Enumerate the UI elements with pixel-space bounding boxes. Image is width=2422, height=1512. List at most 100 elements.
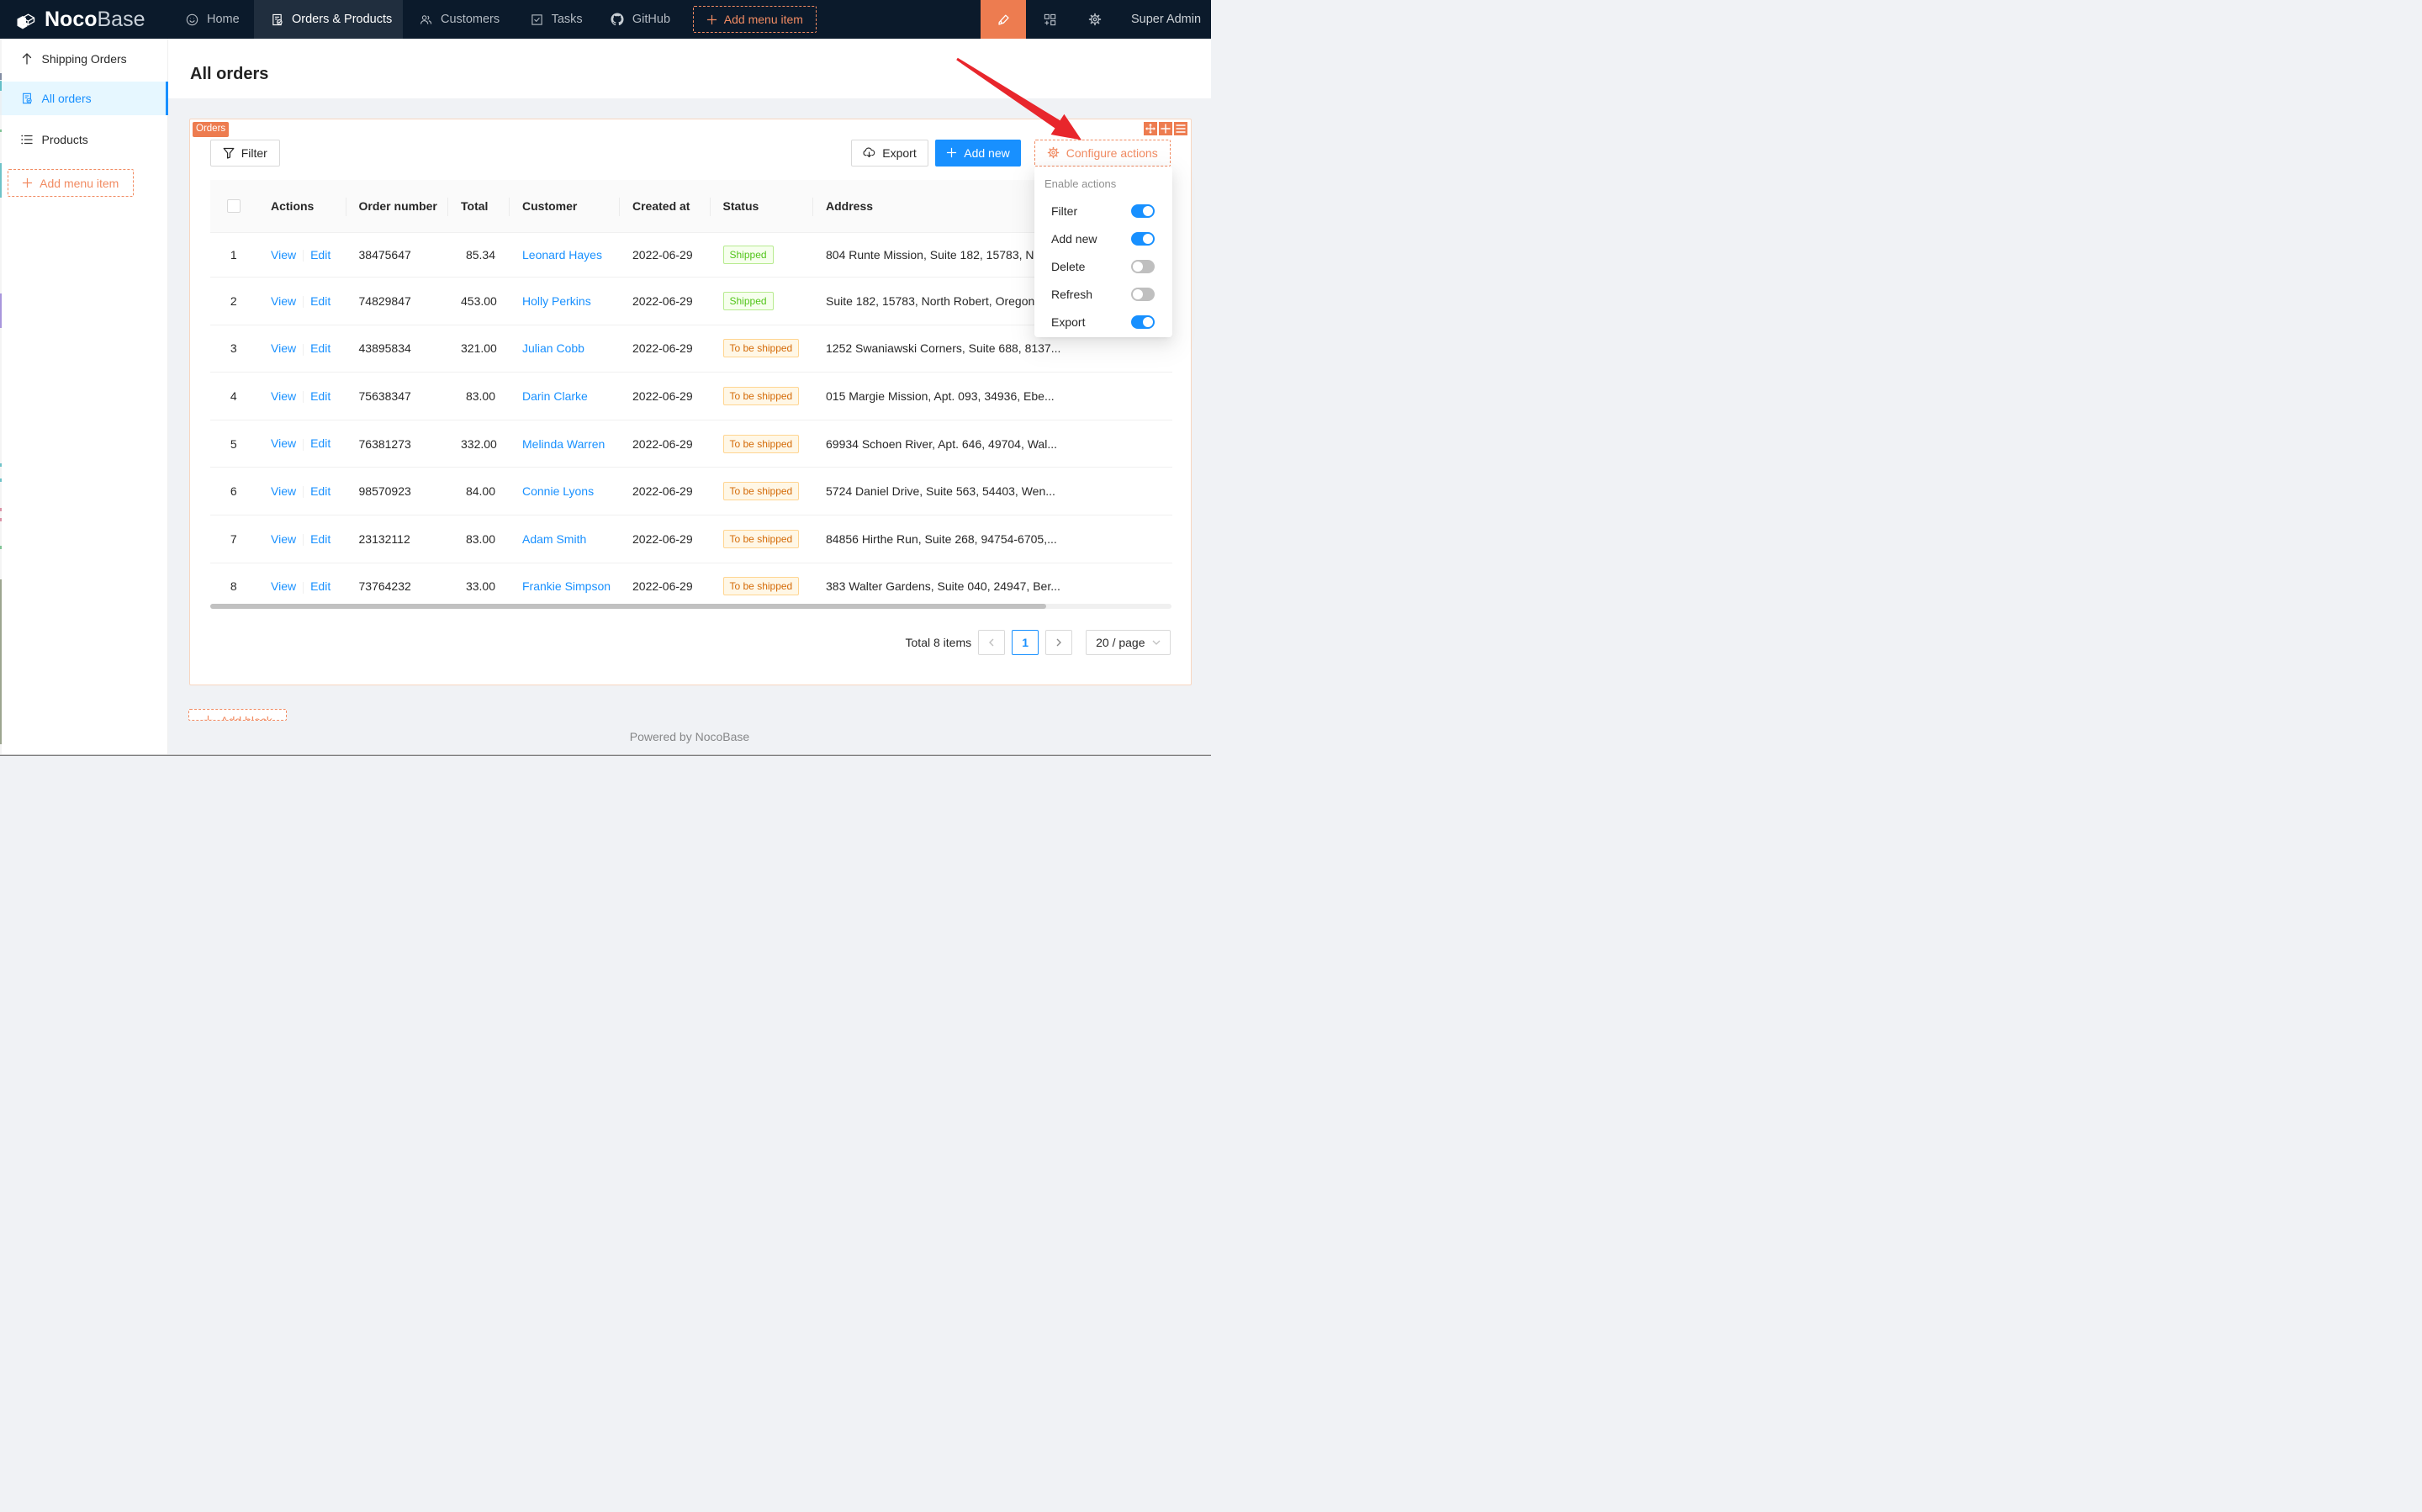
pagination: Total 8 items 1 20 / page (906, 629, 1171, 656)
configure-actions-label: Configure actions (1066, 145, 1158, 160)
dropdown-item-label: Delete (1051, 259, 1086, 273)
column-header-created-at: Created at (619, 180, 710, 234)
pagination-next-button[interactable] (1045, 630, 1073, 655)
edit-link[interactable]: Edit (310, 293, 331, 308)
view-link[interactable]: View (271, 341, 297, 356)
row-customer: Adam Smith (509, 532, 619, 546)
sidebar-item-all-orders[interactable]: All orders (0, 81, 168, 115)
toggle-knob (1133, 288, 1143, 299)
view-link[interactable]: View (271, 389, 297, 403)
edit-link[interactable]: Edit (310, 436, 331, 451)
dropdown-menu-item[interactable]: Filter (1034, 197, 1172, 225)
add-block-button[interactable]: Add block (188, 709, 287, 721)
toggle-switch[interactable] (1131, 287, 1155, 301)
nocobase-logo-text: NocoBase (45, 8, 145, 32)
row-actions: View Edit (257, 436, 346, 451)
toggle-switch[interactable] (1131, 315, 1155, 329)
toggle-switch[interactable] (1131, 231, 1155, 246)
view-link[interactable]: View (271, 579, 297, 594)
sidebar: Shipping Orders All orders Products Add … (0, 39, 168, 756)
gear-icon (1047, 146, 1060, 159)
row-order-number: 74829847 (358, 293, 411, 308)
view-link[interactable]: View (271, 247, 297, 262)
customer-link[interactable]: Frankie Simpson (522, 579, 611, 594)
add-block-label: Add block (220, 713, 272, 721)
edit-link[interactable]: Edit (310, 341, 331, 356)
edit-link[interactable]: Edit (310, 247, 331, 262)
edit-link[interactable]: Edit (310, 579, 331, 594)
dropdown-menu-item[interactable]: Export (1034, 308, 1172, 336)
row-index: 7 (230, 531, 237, 546)
row-customer: Connie Lyons (509, 484, 619, 498)
toggle-knob (1143, 205, 1153, 216)
add-menu-item-button-nav[interactable]: Add menu item (692, 6, 817, 33)
customer-link[interactable]: Connie Lyons (522, 484, 595, 499)
block-menu-button[interactable] (1174, 122, 1187, 135)
dropdown-item-label: Export (1051, 315, 1086, 329)
table-row: 6 View Edit 98570923 84.00 Connie Lyons 2… (209, 468, 1172, 515)
row-address: 804 Runte Mission, Suite 182, 15783, Nor… (826, 248, 1093, 262)
nav-item-customers[interactable]: Customers (403, 0, 514, 39)
settings-button[interactable] (1076, 0, 1114, 39)
row-status: To be shipped (710, 529, 813, 548)
horizontal-scrollbar-thumb[interactable] (209, 604, 1046, 609)
customer-link[interactable]: Holly Perkins (522, 293, 591, 308)
dropdown-menu-item[interactable]: Refresh (1034, 280, 1172, 308)
configure-actions-button[interactable]: Configure actions (1034, 139, 1171, 167)
select-all-cell (210, 180, 258, 234)
add-menu-item-button-sidebar[interactable]: Add menu item (8, 169, 134, 197)
customer-link[interactable]: Darin Clarke (522, 389, 588, 403)
nav-item-orders-products[interactable]: Orders & Products (254, 0, 403, 39)
nocobase-logo[interactable]: NocoBase (0, 8, 169, 32)
sidebar-item-label: Products (41, 133, 88, 146)
actions-divider (303, 391, 304, 404)
block-drag-button[interactable] (1144, 122, 1157, 135)
actions-divider (303, 250, 304, 262)
row-address: 5724 Daniel Drive, Suite 563, 54403, Wen… (826, 484, 1055, 499)
navbar: NocoBase Home Orders (0, 0, 1211, 39)
row-status: To be shipped (710, 577, 813, 596)
column-header-order-number: Order number (345, 180, 448, 234)
sidebar-item-products[interactable]: Products (0, 123, 168, 156)
row-actions: View Edit (257, 341, 346, 356)
orders-table: Actions Order number Total Customer Crea… (209, 179, 1172, 605)
nav-item-github[interactable]: GitHub (594, 0, 683, 39)
dropdown-menu-item[interactable]: Add new (1034, 225, 1172, 252)
toggle-knob (1143, 316, 1153, 327)
export-button-label: Export (882, 145, 917, 160)
customer-link[interactable]: Adam Smith (522, 531, 587, 546)
row-customer: Melinda Warren (509, 437, 619, 451)
toggle-switch[interactable] (1131, 259, 1155, 273)
page-size-select[interactable]: 20 / page (1086, 630, 1171, 655)
user-menu[interactable]: Super Admin (1131, 13, 1202, 26)
table-row: 7 View Edit 23132112 83.00 Adam Smith 202… (209, 515, 1172, 563)
nav-item-home[interactable]: Home (169, 0, 254, 39)
customer-link[interactable]: Leonard Hayes (522, 248, 602, 262)
view-link[interactable]: View (271, 484, 297, 499)
select-all-checkbox[interactable] (226, 199, 241, 214)
row-created-at: 2022-06-29 (632, 436, 693, 451)
status-badge: Shipped (722, 246, 774, 264)
nav-item-tasks[interactable]: Tasks (514, 0, 594, 39)
plugin-manager-button[interactable] (1030, 0, 1069, 39)
block-add-button[interactable] (1159, 122, 1172, 135)
export-button[interactable]: Export (851, 139, 928, 167)
view-link[interactable]: View (271, 293, 297, 308)
filter-button[interactable]: Filter (209, 139, 280, 167)
edit-link[interactable]: Edit (310, 531, 331, 546)
row-created-at: 2022-06-29 (632, 531, 693, 546)
add-new-button[interactable]: Add new (935, 139, 1021, 167)
view-link[interactable]: View (271, 531, 297, 546)
toggle-switch[interactable] (1131, 204, 1155, 218)
pagination-page-1[interactable]: 1 (1012, 630, 1039, 655)
view-link[interactable]: View (271, 436, 297, 451)
ui-editor-button[interactable] (981, 0, 1026, 39)
dropdown-menu-item[interactable]: Delete (1034, 252, 1172, 280)
edit-link[interactable]: Edit (310, 389, 331, 403)
edit-link[interactable]: Edit (310, 484, 331, 499)
customer-link[interactable]: Julian Cobb (522, 341, 584, 356)
sidebar-item-shipping-orders[interactable]: Shipping Orders (0, 42, 168, 76)
pagination-prev-button[interactable] (978, 630, 1006, 655)
customer-link[interactable]: Melinda Warren (522, 436, 606, 451)
actions-divider (303, 343, 304, 356)
